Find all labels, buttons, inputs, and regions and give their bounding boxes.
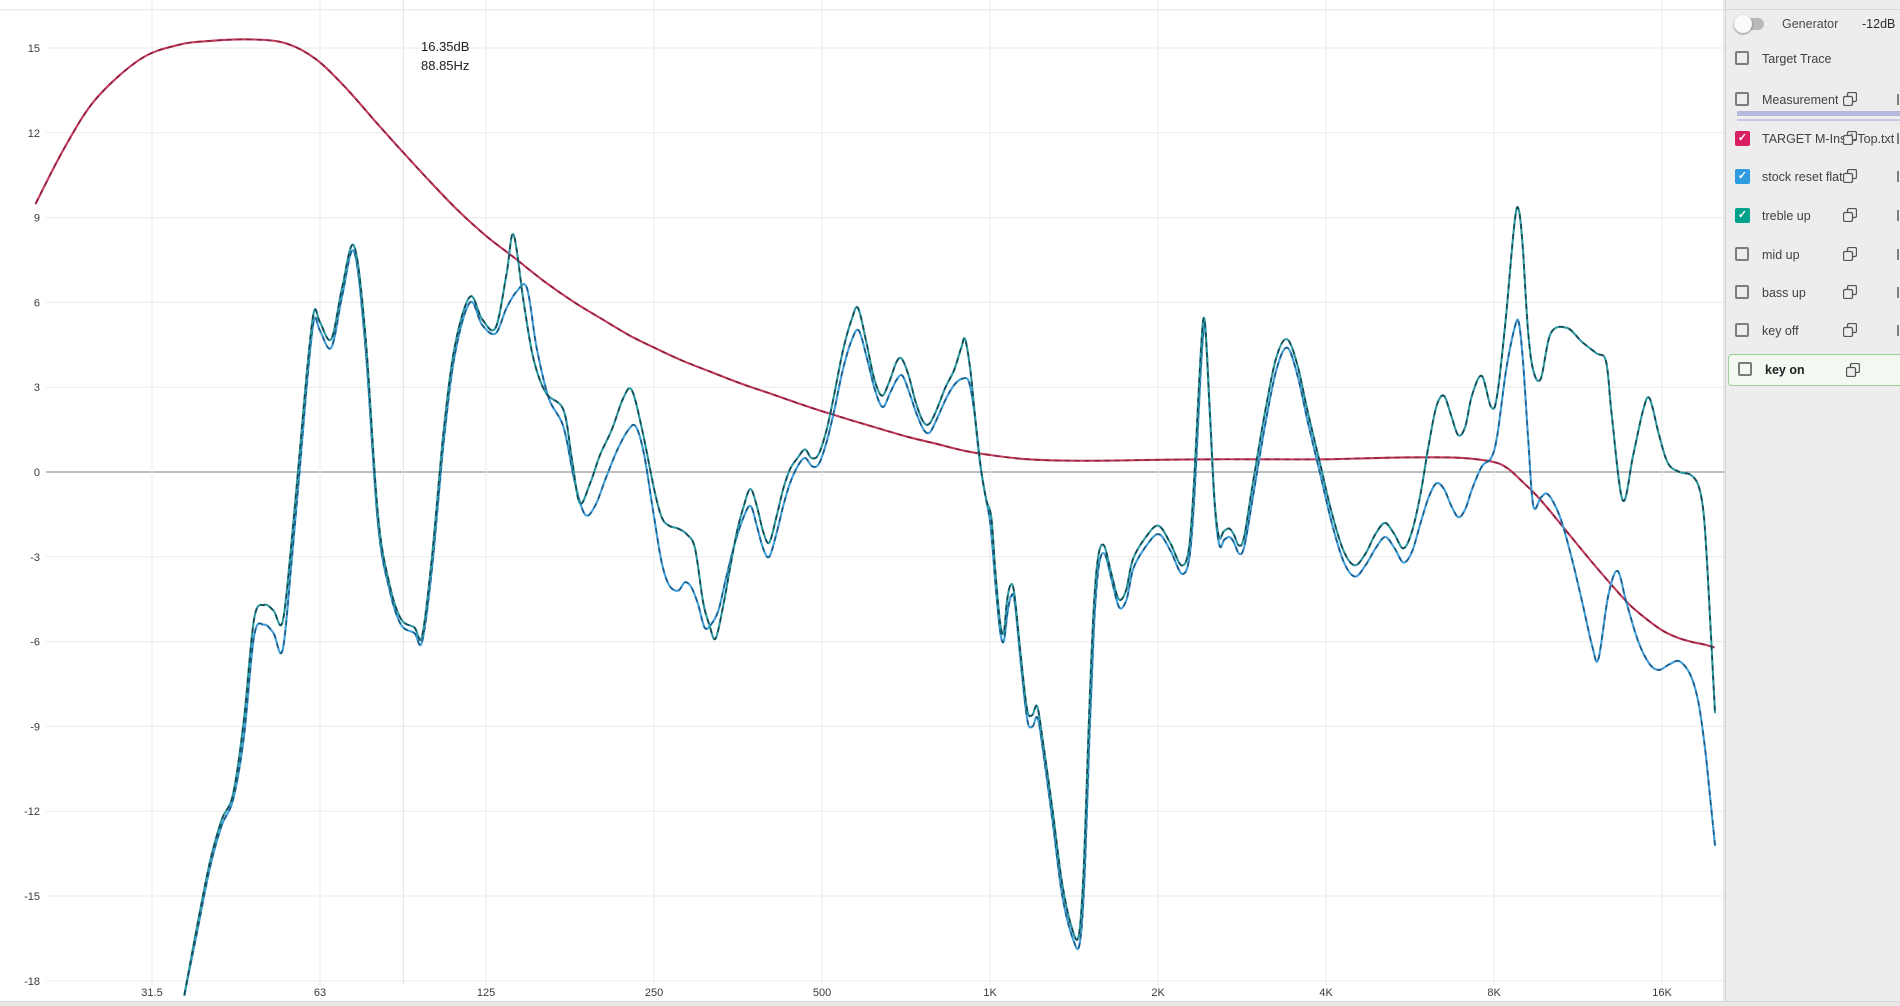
trace-checkbox[interactable] xyxy=(1738,362,1752,376)
trace-checkbox[interactable]: ✓ xyxy=(1735,131,1750,146)
duplicate-trace-button[interactable] xyxy=(1842,91,1858,107)
trace-label: key on xyxy=(1765,363,1805,377)
y-tick-label: -9 xyxy=(30,721,40,733)
curve-dash-treble-up xyxy=(183,206,1716,996)
curve-dash-target-m-insd-top-txt xyxy=(35,38,1714,649)
y-tick-label: -15 xyxy=(24,891,40,903)
clipped-edge-control xyxy=(1897,210,1899,221)
copy-icon xyxy=(1842,284,1858,300)
measurement-level-slider[interactable] xyxy=(1737,111,1900,116)
x-tick-label: 125 xyxy=(477,987,495,999)
x-tick-label: 4K xyxy=(1319,987,1333,999)
measurement-level-track xyxy=(1737,119,1900,121)
trace-row-key-off[interactable]: key off xyxy=(1726,319,1900,343)
trace-row-mid-up[interactable]: mid up xyxy=(1726,243,1900,267)
clipped-edge-control xyxy=(1897,171,1899,182)
generator-label: Generator xyxy=(1782,17,1839,31)
curve-dash-stock-reset-flat xyxy=(183,249,1716,996)
trace-row-target-trace[interactable]: Target Trace xyxy=(1726,47,1900,71)
duplicate-trace-button[interactable] xyxy=(1842,322,1858,338)
bottom-scroll-strip[interactable] xyxy=(0,1001,1900,1006)
trace-label: mid up xyxy=(1762,248,1800,262)
x-tick-label: 63 xyxy=(314,987,326,999)
copy-icon xyxy=(1842,207,1858,223)
y-tick-label: 3 xyxy=(34,382,40,394)
generator-level-value[interactable]: -12dB xyxy=(1862,17,1896,31)
clipped-edge-control xyxy=(1897,287,1899,298)
trace-checkbox[interactable] xyxy=(1735,323,1749,337)
sidebar-divider xyxy=(1726,9,1900,10)
toggle-knob-icon xyxy=(1734,15,1752,33)
trace-checkbox[interactable]: ✓ xyxy=(1735,208,1750,223)
copy-icon xyxy=(1842,91,1858,107)
y-tick-label: -18 xyxy=(24,976,40,988)
x-tick-label: 16K xyxy=(1652,987,1672,999)
trace-label: Target Trace xyxy=(1762,52,1832,66)
duplicate-trace-button[interactable] xyxy=(1842,246,1858,262)
y-tick-label: -3 xyxy=(30,552,40,564)
trace-sidebar: Generator -12dB Target Trace Measurement ✓… xyxy=(1725,0,1900,1006)
curve-target-m-insd-top-txt xyxy=(34,38,1715,649)
duplicate-trace-button[interactable] xyxy=(1842,284,1858,300)
x-tick-label: 250 xyxy=(645,987,663,999)
clipped-edge-control xyxy=(1897,94,1899,105)
duplicate-trace-button[interactable] xyxy=(1845,362,1861,378)
copy-icon xyxy=(1842,168,1858,184)
trace-label: stock reset flat xyxy=(1762,170,1843,184)
clipped-edge-control xyxy=(1897,249,1899,260)
trace-label: TARGET M-Insd-Top.txt xyxy=(1762,132,1895,146)
copy-icon xyxy=(1842,130,1858,146)
generator-row: Generator -12dB xyxy=(1726,12,1900,38)
generator-toggle[interactable] xyxy=(1734,15,1764,33)
x-tick-label: 2K xyxy=(1151,987,1165,999)
y-tick-label: -6 xyxy=(30,637,40,649)
duplicate-trace-button[interactable] xyxy=(1842,130,1858,146)
trace-label: treble up xyxy=(1762,209,1811,223)
trace-checkbox[interactable]: ✓ xyxy=(1735,169,1750,184)
x-tick-label: 500 xyxy=(813,987,831,999)
trace-row-treble-up[interactable]: ✓ treble up xyxy=(1726,204,1900,228)
y-tick-label: 15 xyxy=(28,43,40,55)
clipped-edge-control xyxy=(1897,133,1899,144)
trace-label: bass up xyxy=(1762,286,1806,300)
cursor-readout: 16.35dB 88.85Hz xyxy=(421,37,469,75)
trace-row-bass-up[interactable]: bass up xyxy=(1726,281,1900,305)
curve-stock-reset-flat xyxy=(183,249,1717,997)
trace-checkbox[interactable] xyxy=(1735,51,1749,65)
y-tick-label: 0 xyxy=(34,467,40,479)
trace-row-key-on[interactable]: key on xyxy=(1728,354,1900,386)
trace-row-measurement[interactable]: Measurement xyxy=(1726,88,1900,121)
trace-row-stock-reset-flat[interactable]: ✓ stock reset flat xyxy=(1726,165,1900,189)
frequency-response-chart[interactable]: 15 12 9 6 3 0 -3 -6 -9 -12 -15 -18 31.5 63 125 250 500 1K… xyxy=(0,0,1725,1006)
duplicate-trace-button[interactable] xyxy=(1842,168,1858,184)
copy-icon xyxy=(1845,362,1861,378)
duplicate-trace-button[interactable] xyxy=(1842,207,1858,223)
x-tick-label: 1K xyxy=(983,987,997,999)
copy-icon xyxy=(1842,246,1858,262)
trace-label: Measurement xyxy=(1762,93,1839,107)
copy-icon xyxy=(1842,322,1858,338)
cursor-freq-value: 88.85Hz xyxy=(421,58,470,73)
trace-checkbox[interactable] xyxy=(1735,92,1749,106)
x-tick-label: 31.5 xyxy=(141,987,162,999)
trace-row-target-m-insd-top-txt[interactable]: ✓ TARGET M-Insd-Top.txt xyxy=(1726,127,1900,151)
curve-treble-up xyxy=(183,206,1717,997)
y-tick-label: 9 xyxy=(34,213,40,225)
y-tick-label: 6 xyxy=(34,297,40,309)
x-tick-label: 8K xyxy=(1487,987,1501,999)
y-tick-label: 12 xyxy=(28,128,40,140)
trace-checkbox[interactable] xyxy=(1735,285,1749,299)
trace-label: key off xyxy=(1762,324,1799,338)
trace-checkbox[interactable] xyxy=(1735,247,1749,261)
cursor-db-value: 16.35dB xyxy=(421,39,470,54)
clipped-edge-control xyxy=(1897,325,1899,336)
y-tick-label: -12 xyxy=(24,806,40,818)
